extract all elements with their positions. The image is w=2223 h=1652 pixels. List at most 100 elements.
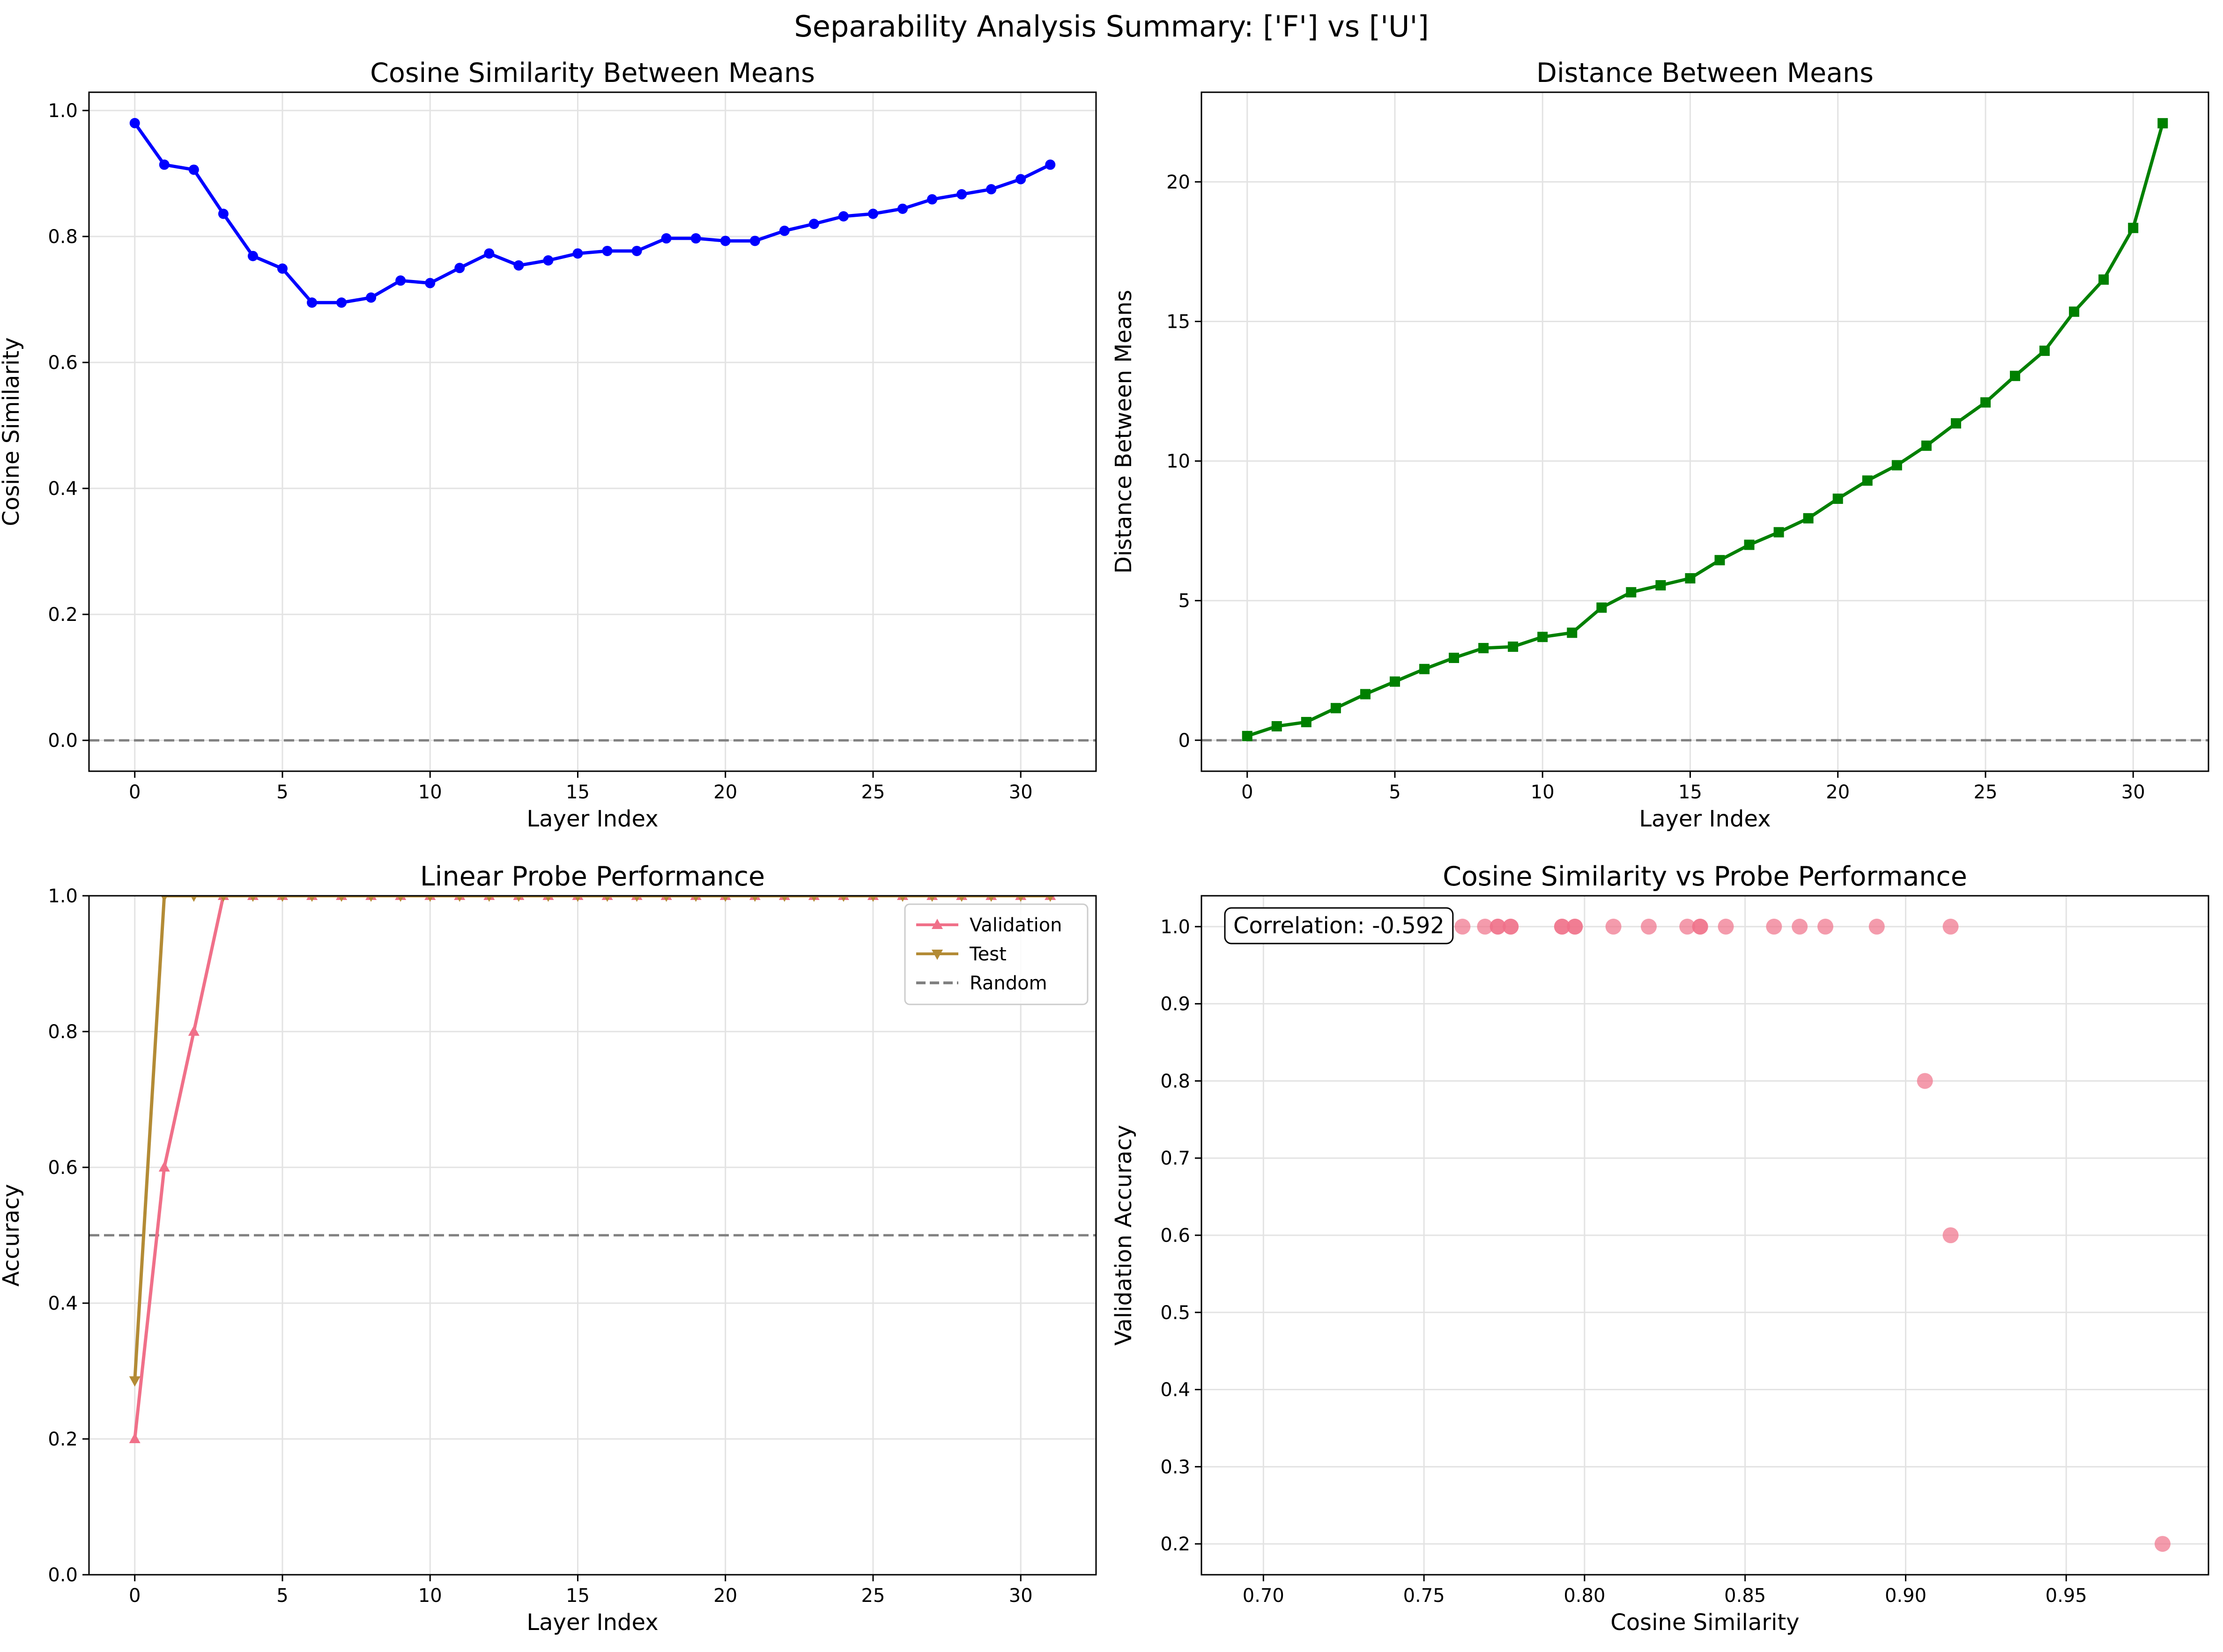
- data-point: [1832, 494, 1843, 504]
- data-point: [1773, 527, 1784, 538]
- x-tick-label: 30: [1009, 1585, 1033, 1607]
- data-point: [484, 248, 495, 259]
- panel-2: 0 5 10 15 20 25 30 0 5 10 15 20 Distance Between Mea…: [1111, 58, 2209, 832]
- data-point: [661, 233, 672, 244]
- data-point: [307, 297, 318, 308]
- scatter-point: [1503, 918, 1519, 935]
- data-point: [1537, 632, 1548, 642]
- x-tick-label: 10: [418, 782, 442, 803]
- x-tick-label: 0.75: [1403, 1585, 1445, 1607]
- grid-lines: [1201, 896, 2208, 1575]
- x-tick-label: 25: [861, 782, 885, 803]
- x-axis-label: Layer Index: [1639, 806, 1771, 832]
- legend-marker: [932, 950, 943, 960]
- data-point: [247, 251, 258, 261]
- data-point: [574, 896, 581, 902]
- y-tick-label: 0.9: [1160, 994, 1190, 1015]
- data-point: [277, 263, 288, 274]
- data-point: [1508, 642, 1519, 652]
- x-axis-label: Layer Index: [526, 806, 658, 832]
- chart-title: Linear Probe Performance: [420, 861, 765, 892]
- y-tick-label: 0.4: [48, 478, 78, 500]
- data-point: [633, 896, 640, 902]
- y-tick-label: 20: [1166, 171, 1190, 193]
- x-tick-label: 0.85: [1724, 1585, 1766, 1607]
- data-point: [986, 184, 997, 195]
- axes-frame: [1200, 91, 2209, 772]
- figure-title: Separability Analysis Summary: ['F'] vs …: [794, 9, 1429, 44]
- scatter-point: [1942, 918, 1959, 935]
- scatter-point: [1641, 918, 1657, 935]
- y-tick-label: 0.3: [1160, 1456, 1190, 1478]
- data-point: [720, 236, 731, 246]
- x-tick-label: 20: [713, 1585, 737, 1607]
- x-tick-label: 0.70: [1243, 1585, 1284, 1607]
- data-point: [395, 275, 406, 286]
- y-tick-label: 0.8: [1160, 1070, 1190, 1092]
- data-point: [958, 896, 965, 902]
- data-point: [129, 118, 140, 128]
- data-point: [338, 896, 345, 902]
- data-point: [161, 896, 168, 902]
- legend-label: Random: [970, 973, 1047, 994]
- data-point: [1478, 643, 1489, 654]
- data-point: [249, 896, 257, 902]
- data-point: [1017, 896, 1024, 902]
- y-axis-label: Cosine Similarity: [0, 337, 24, 526]
- scatter-point: [1692, 918, 1708, 935]
- legend-label: Validation: [970, 914, 1062, 936]
- data-point: [779, 225, 790, 236]
- data-point: [1389, 676, 1400, 687]
- y-tick-label: 1.0: [48, 100, 78, 122]
- data-point: [220, 896, 227, 902]
- scatter-point: [1868, 918, 1885, 935]
- data-point: [1596, 602, 1607, 613]
- data-point: [1980, 397, 1991, 408]
- x-axis-label: Cosine Similarity: [1610, 1609, 1799, 1636]
- data-point: [1891, 460, 1902, 471]
- panel-1: 0 5 10 15 20 25 30 0.0 0.2 0.4 0.6 0.8 1.0 Cosine Sim…: [0, 58, 1097, 832]
- x-tick-label: 30: [2121, 782, 2145, 803]
- data-point: [2039, 346, 2050, 356]
- legend-label: Test: [969, 944, 1007, 965]
- x-tick-label: 20: [1826, 782, 1850, 803]
- data-point: [692, 896, 699, 902]
- data-point: [751, 896, 758, 902]
- x-tick-label: 0.90: [1885, 1585, 1927, 1607]
- data-point: [188, 164, 199, 175]
- data-point: [545, 896, 552, 902]
- plot-area: [89, 118, 1096, 742]
- x-tick-label: 0: [1241, 782, 1253, 803]
- data-point: [867, 208, 878, 219]
- data-point: [1921, 440, 1932, 451]
- data-point: [869, 896, 877, 902]
- data-point: [572, 248, 583, 259]
- scatter-point: [1477, 918, 1493, 935]
- annotation-box: [1224, 907, 1454, 944]
- data-point: [2157, 118, 2168, 129]
- y-tick-label: 0.0: [48, 730, 78, 752]
- data-point: [129, 1376, 141, 1387]
- scatter-point: [1489, 918, 1506, 935]
- x-tick-label: 0.95: [2045, 1585, 2087, 1607]
- data-point: [1015, 174, 1026, 184]
- data-point: [368, 896, 375, 902]
- y-axis-label: Validation Accuracy: [1111, 1125, 1137, 1345]
- data-point: [1271, 721, 1282, 732]
- chart-title: Cosine Similarity Between Means: [370, 58, 815, 88]
- annotation-text: Correlation: -0.592: [1233, 913, 1445, 939]
- data-point: [2098, 274, 2109, 285]
- grid-lines: [89, 92, 1096, 771]
- scatter-point: [1766, 918, 1782, 935]
- data-point: [663, 896, 670, 902]
- data-point: [1626, 587, 1637, 597]
- data-point: [1047, 896, 1054, 902]
- data-point: [808, 219, 819, 229]
- series-line-1: [133, 122, 1051, 304]
- data-point: [602, 245, 613, 256]
- data-point: [1803, 513, 1814, 524]
- scatter-point: [1679, 918, 1696, 935]
- data-point: [158, 1161, 170, 1172]
- y-tick-label: 0.2: [48, 1429, 78, 1450]
- data-point: [279, 896, 286, 902]
